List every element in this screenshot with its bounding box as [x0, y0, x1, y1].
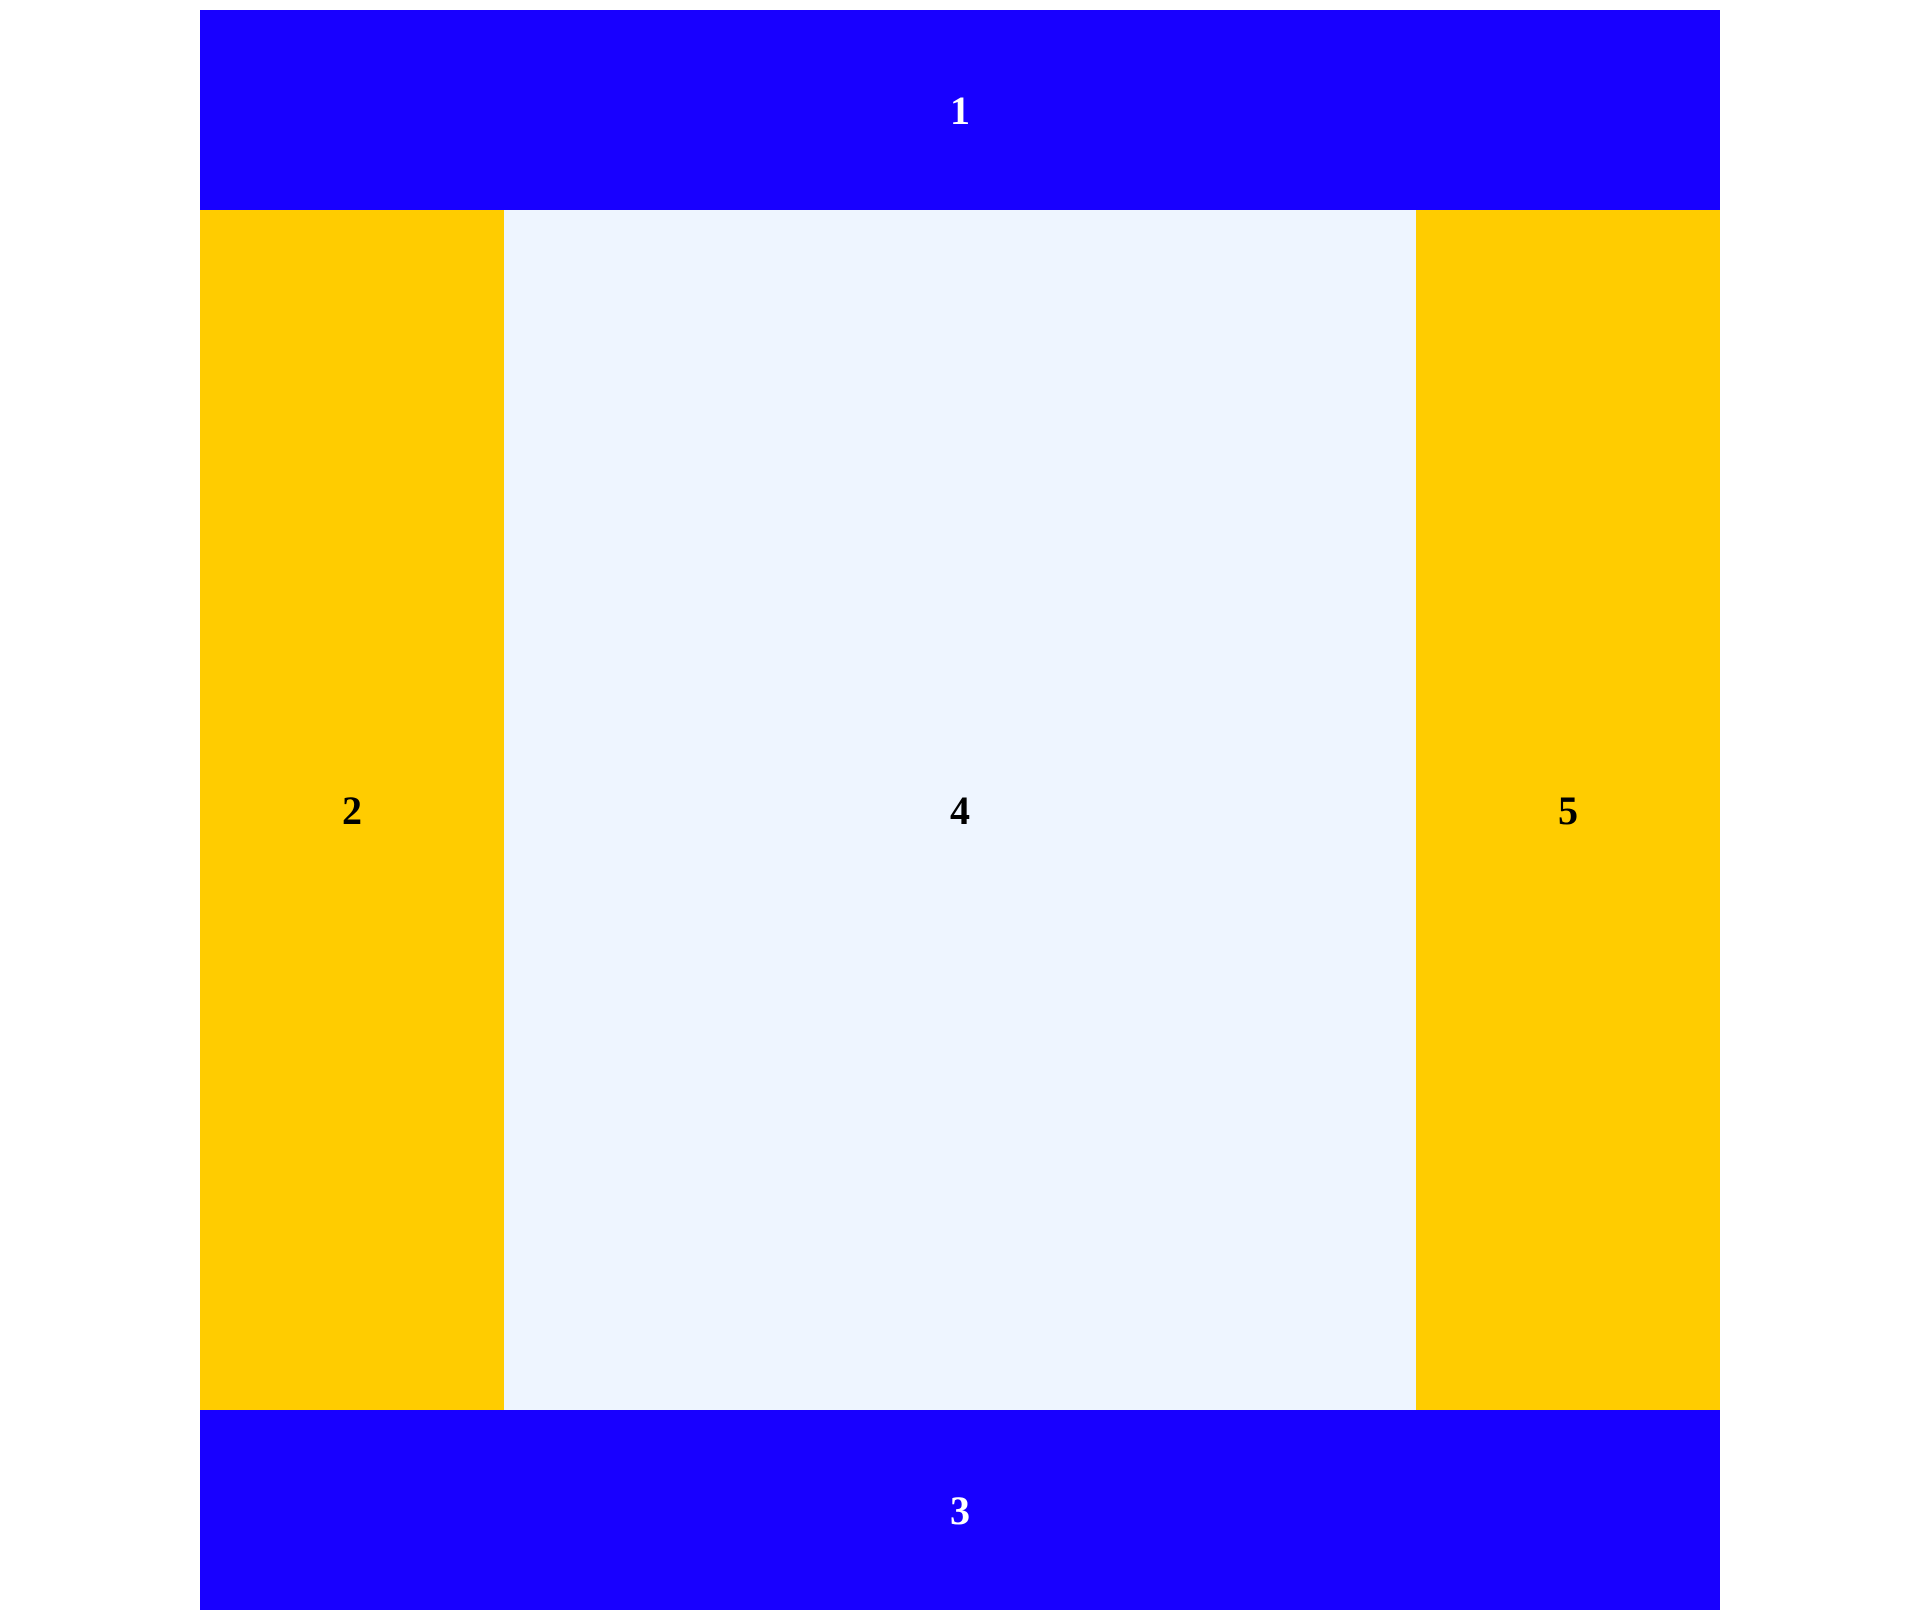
region-label-1: 1: [950, 87, 970, 133]
region-label-3: 3: [950, 1487, 970, 1533]
region-label-5: 5: [1558, 787, 1578, 833]
region-label-2: 2: [342, 787, 362, 833]
region-top: 1: [200, 10, 1720, 210]
region-center: 4: [504, 210, 1416, 1410]
layout-diagram: 1 2 4 5 3: [200, 10, 1720, 1610]
region-left: 2: [200, 210, 504, 1410]
region-label-4: 4: [950, 787, 970, 833]
region-right: 5: [1416, 210, 1720, 1410]
region-bottom: 3: [200, 1410, 1720, 1610]
